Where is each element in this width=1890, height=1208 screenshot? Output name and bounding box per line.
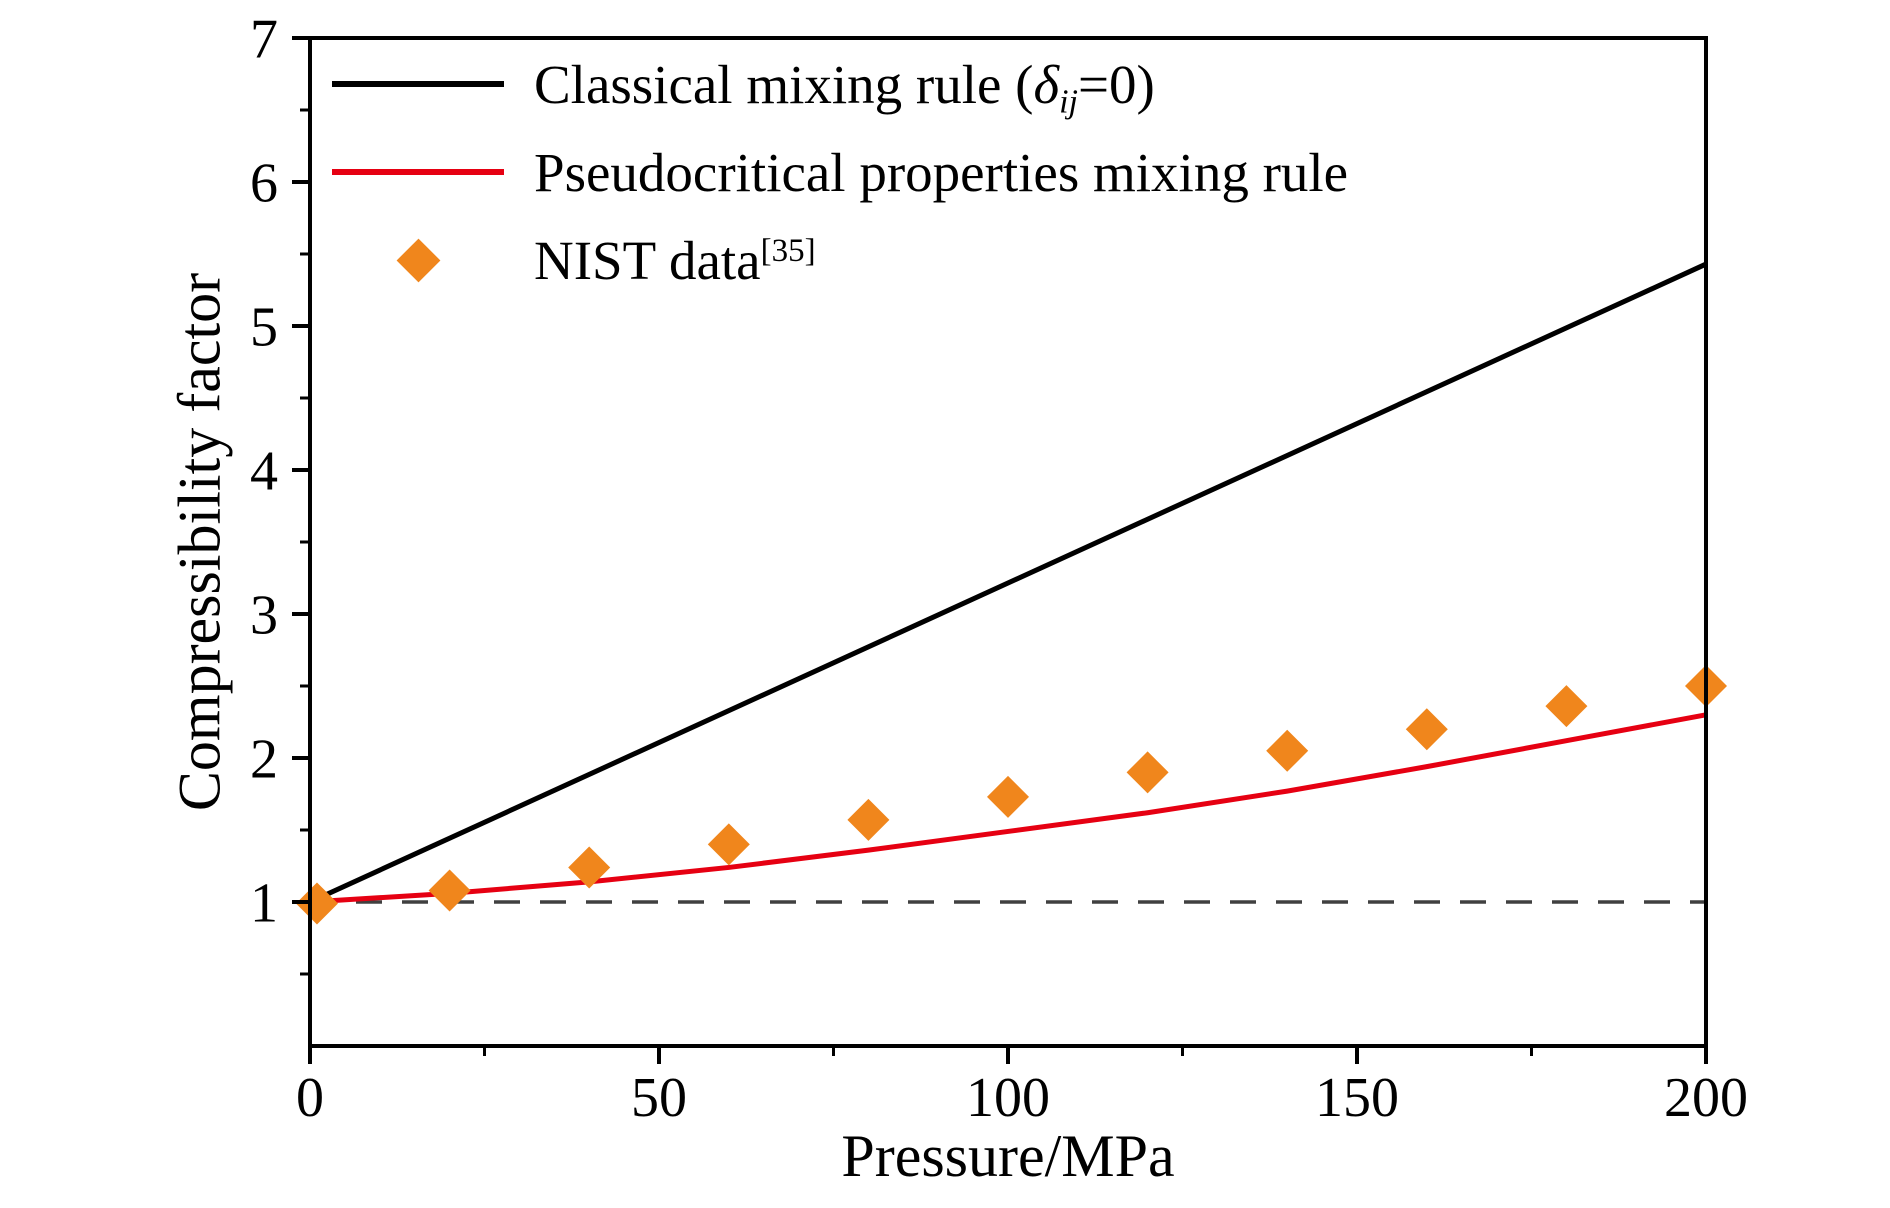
legend-label-nist: NIST data[35] [534,233,816,288]
legend-item-pseudocritical: Pseudocritical properties mixing rule [332,128,1348,216]
nist-data-point [428,869,471,912]
nist-data-point [1266,729,1309,772]
x-tick-label: 150 [1315,1067,1399,1129]
nist-data-point [568,846,611,889]
black-line-swatch-icon [332,81,504,87]
y-tick-label: 2 [250,729,278,791]
legend-label-classical-suffix: =0) [1078,53,1155,115]
legend-label-nist-text: NIST data [534,229,761,291]
y-tick-label: 3 [250,585,278,647]
red-line-swatch-icon [332,169,504,175]
legend-swatch-nist [332,238,504,282]
legend-item-nist: NIST data[35] [332,216,1348,304]
nist-data-point [295,882,338,925]
nist-data-point [847,798,890,841]
legend-label-nist-citation: [35] [760,232,816,269]
legend-label-classical: Classical mixing rule (δij=0) [534,53,1155,119]
legend-label-classical-prefix: Classical mixing rule ( [534,53,1034,115]
legend: Classical mixing rule (δij=0) Pseudocrit… [332,40,1348,304]
nist-data-point [987,775,1029,818]
nist-data-point [1405,708,1448,751]
series-line-classical [308,261,1708,905]
y-axis-title: Compressibility factor [166,272,233,812]
nist-data-point [1545,685,1588,728]
y-tick-label: 1 [250,873,278,935]
diamond-marker-icon [396,238,440,282]
nist-data-point [1126,751,1169,794]
x-tick-label: 200 [1664,1067,1748,1129]
x-tick-label: 0 [296,1067,324,1129]
y-tick-label: 5 [250,297,278,359]
nist-data-point [707,823,750,866]
y-tick-label: 7 [250,9,278,71]
legend-label-pseudocritical: Pseudocritical properties mixing rule [534,141,1349,203]
legend-swatch-pseudocritical [332,169,504,175]
x-axis-title: Pressure/MPa [841,1123,1175,1189]
x-tick-label: 50 [631,1067,687,1129]
legend-label-classical-delta: δ [1033,53,1060,115]
y-tick-label: 6 [250,153,278,215]
legend-item-classical: Classical mixing rule (δij=0) [332,40,1348,128]
legend-swatch-classical [332,81,504,87]
series-line-pseudocritical [309,712,1707,905]
y-tick-label: 4 [250,441,278,503]
x-tick-label: 100 [966,1067,1050,1129]
legend-label-classical-sub: ij [1059,83,1079,121]
